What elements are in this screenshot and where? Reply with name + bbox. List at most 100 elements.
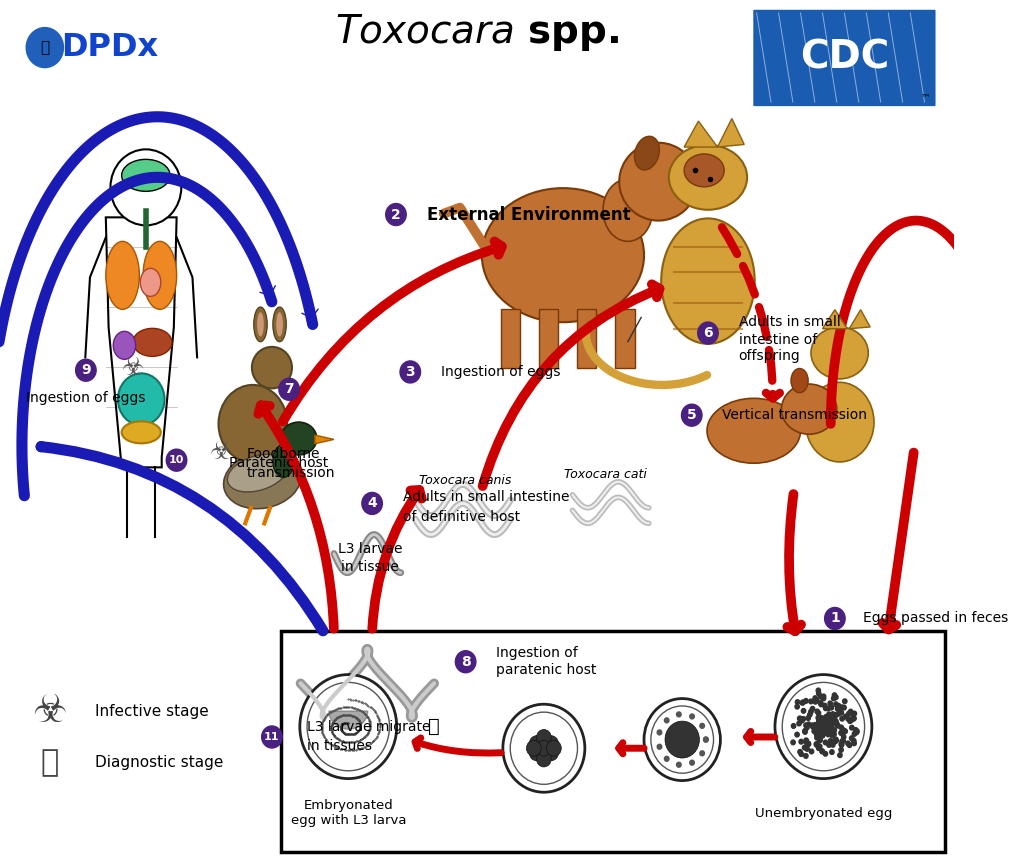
- Circle shape: [829, 733, 835, 738]
- Circle shape: [821, 725, 826, 729]
- Circle shape: [833, 717, 837, 722]
- Polygon shape: [105, 217, 176, 467]
- Circle shape: [819, 727, 823, 733]
- Circle shape: [829, 722, 835, 727]
- Circle shape: [840, 742, 844, 747]
- Text: 8: 8: [461, 655, 470, 669]
- Circle shape: [503, 704, 585, 792]
- Circle shape: [850, 717, 855, 721]
- Text: Unembryonated egg: Unembryonated egg: [755, 806, 892, 820]
- Circle shape: [830, 727, 835, 733]
- Text: intestine of: intestine of: [738, 333, 817, 347]
- Text: Vertical transmission: Vertical transmission: [722, 408, 867, 422]
- Circle shape: [821, 723, 826, 728]
- Circle shape: [657, 744, 662, 749]
- Circle shape: [818, 738, 822, 742]
- Circle shape: [386, 203, 407, 226]
- Circle shape: [842, 727, 846, 733]
- Circle shape: [811, 725, 815, 729]
- Circle shape: [804, 753, 808, 759]
- Circle shape: [819, 715, 823, 721]
- Circle shape: [807, 722, 811, 727]
- Circle shape: [812, 729, 816, 734]
- Circle shape: [826, 706, 830, 711]
- Circle shape: [820, 724, 824, 728]
- Circle shape: [855, 729, 859, 734]
- Circle shape: [697, 322, 718, 344]
- Circle shape: [822, 716, 826, 721]
- Circle shape: [827, 728, 831, 733]
- Circle shape: [804, 699, 808, 703]
- Circle shape: [816, 746, 821, 751]
- Circle shape: [840, 739, 844, 744]
- Circle shape: [837, 703, 841, 708]
- Circle shape: [810, 723, 814, 727]
- Circle shape: [808, 712, 812, 717]
- Circle shape: [677, 712, 681, 717]
- Circle shape: [820, 730, 824, 734]
- Text: Ingestion of eggs: Ingestion of eggs: [440, 365, 560, 379]
- Ellipse shape: [140, 268, 161, 297]
- Text: Diagnostic stage: Diagnostic stage: [95, 755, 224, 771]
- Circle shape: [815, 733, 819, 738]
- Ellipse shape: [281, 422, 316, 455]
- Circle shape: [775, 675, 871, 778]
- Circle shape: [279, 378, 299, 400]
- Circle shape: [537, 751, 551, 767]
- Circle shape: [817, 719, 822, 724]
- Circle shape: [824, 729, 828, 734]
- Circle shape: [839, 725, 844, 730]
- Circle shape: [822, 727, 826, 732]
- Text: 10: 10: [169, 455, 184, 465]
- Circle shape: [27, 28, 63, 67]
- Circle shape: [824, 607, 845, 630]
- Text: Toxocara cati: Toxocara cati: [564, 467, 647, 481]
- Circle shape: [817, 735, 821, 740]
- Circle shape: [821, 696, 825, 701]
- Circle shape: [665, 756, 669, 761]
- Ellipse shape: [781, 384, 837, 434]
- Circle shape: [682, 404, 702, 426]
- Circle shape: [797, 721, 801, 726]
- Circle shape: [843, 699, 847, 703]
- Ellipse shape: [805, 382, 874, 462]
- Circle shape: [802, 708, 806, 714]
- Text: in tissues: in tissues: [307, 739, 373, 753]
- Circle shape: [817, 744, 822, 749]
- Circle shape: [810, 707, 815, 711]
- Circle shape: [818, 731, 823, 735]
- Text: of definitive host: of definitive host: [402, 510, 520, 524]
- Circle shape: [809, 749, 814, 753]
- Circle shape: [537, 729, 551, 746]
- Circle shape: [814, 742, 819, 747]
- Text: ☣: ☣: [210, 439, 232, 464]
- Circle shape: [827, 714, 833, 720]
- Circle shape: [831, 720, 837, 725]
- Circle shape: [828, 701, 833, 706]
- Polygon shape: [578, 309, 596, 368]
- Circle shape: [820, 727, 824, 733]
- Circle shape: [828, 719, 833, 724]
- Ellipse shape: [635, 137, 659, 170]
- Circle shape: [821, 726, 825, 730]
- Text: 11: 11: [264, 732, 280, 742]
- Circle shape: [829, 705, 834, 710]
- Circle shape: [815, 743, 819, 747]
- Circle shape: [819, 726, 823, 730]
- Circle shape: [782, 682, 864, 771]
- Circle shape: [824, 731, 828, 735]
- Ellipse shape: [811, 327, 868, 379]
- Circle shape: [819, 728, 824, 733]
- Circle shape: [813, 695, 817, 701]
- Circle shape: [846, 716, 850, 721]
- Text: ™: ™: [921, 92, 930, 102]
- Circle shape: [400, 361, 421, 383]
- Circle shape: [821, 721, 826, 727]
- Circle shape: [834, 738, 839, 743]
- Circle shape: [699, 751, 705, 756]
- Circle shape: [840, 716, 844, 721]
- Circle shape: [703, 737, 709, 742]
- Text: Toxocara canis: Toxocara canis: [420, 473, 512, 487]
- Ellipse shape: [254, 307, 267, 342]
- Ellipse shape: [482, 189, 644, 323]
